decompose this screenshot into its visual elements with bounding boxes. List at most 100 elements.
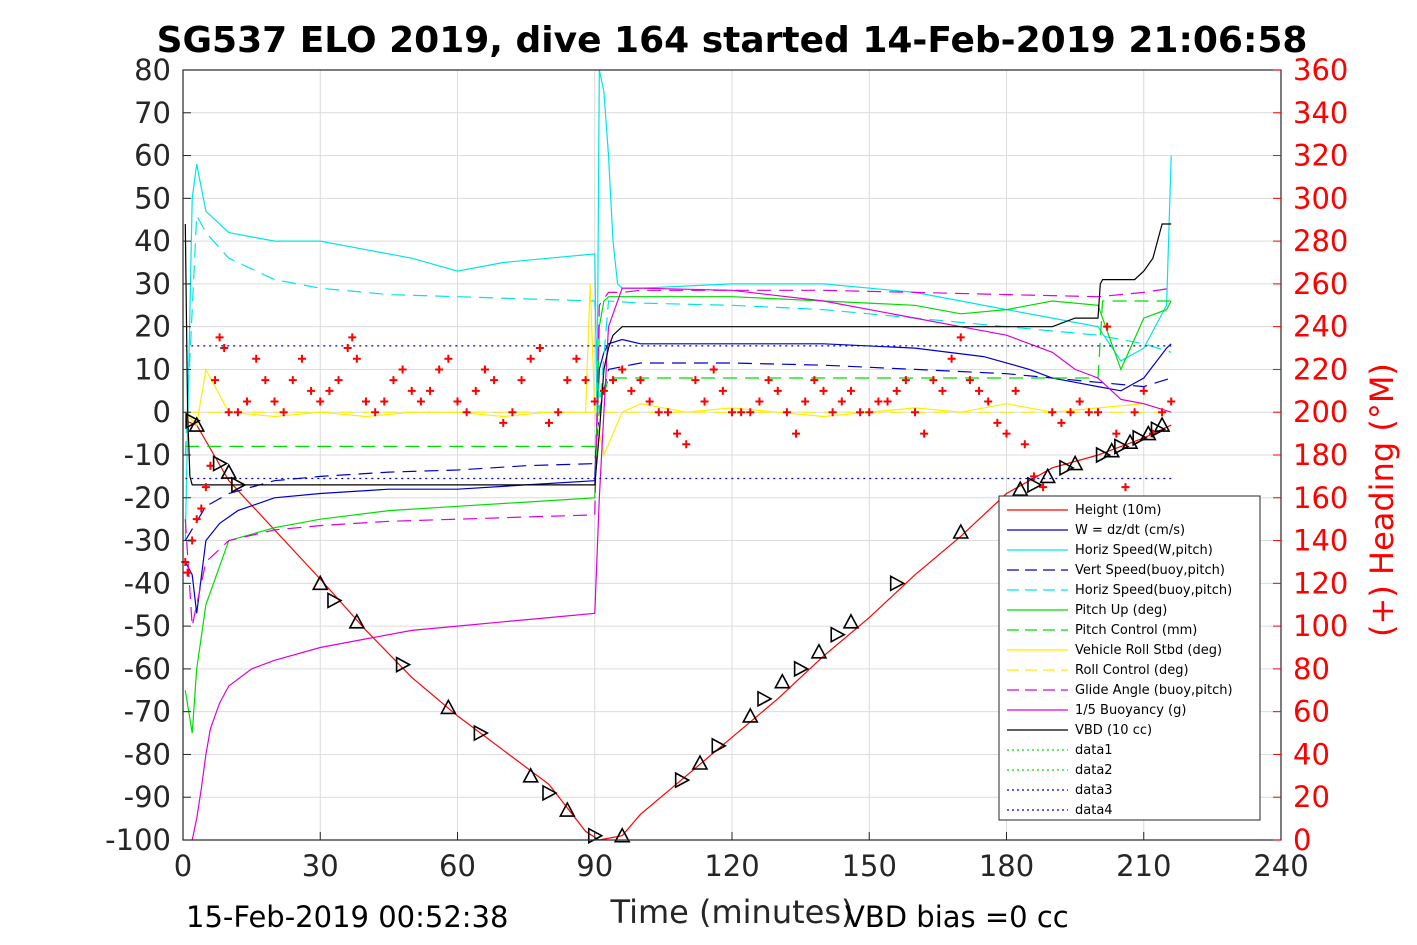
heading-point: [348, 333, 357, 342]
heading-point: [362, 397, 370, 406]
legend-label: data3: [1075, 783, 1113, 798]
legend-label: data1: [1075, 743, 1113, 758]
waypoint-marker: [558, 801, 576, 817]
heading-point: [975, 386, 984, 395]
y-right-tick-label: 160: [1293, 481, 1348, 515]
series-line-3: [184, 69, 1172, 541]
heading-point: [453, 397, 462, 406]
heading-point: [728, 408, 736, 417]
heading-point: [636, 376, 645, 385]
heading-point: [929, 376, 938, 385]
heading-point: [201, 483, 210, 492]
heading-point: [1130, 408, 1139, 417]
y-right-tick-label: 80: [1293, 652, 1330, 686]
heading-point: [581, 376, 590, 385]
heading-point: [416, 397, 425, 406]
waypoint-marker: [522, 767, 540, 783]
waypoint-marker: [231, 476, 247, 494]
heading-point: [233, 408, 242, 417]
y-right-tick-label: 280: [1293, 224, 1348, 258]
waypoint-marker: [348, 613, 366, 629]
waypoint-marker: [1114, 438, 1130, 455]
heading-point: [1121, 483, 1130, 492]
y-tick-label: -80: [124, 737, 171, 771]
heading-point: [261, 376, 270, 385]
y-tick-label: -20: [124, 481, 171, 515]
y-right-tick-label: 260: [1293, 267, 1348, 301]
heading-point: [718, 386, 727, 395]
heading-point: [426, 386, 435, 395]
heading-point: [490, 376, 499, 385]
heading-point: [782, 408, 791, 417]
heading-point: [517, 376, 526, 385]
heading-point: [471, 386, 480, 395]
heading-point: [883, 397, 892, 406]
waypoint-marker: [613, 827, 631, 843]
x-tick-label: 210: [1116, 849, 1171, 883]
heading-point: [398, 365, 407, 374]
heading-point: [220, 344, 229, 353]
waypoint-marker: [1095, 446, 1112, 464]
y-right-tick-label: 60: [1293, 695, 1330, 729]
y-tick-label: -60: [124, 652, 171, 686]
waypoint-marker: [327, 592, 343, 609]
legend-label: VBD (10 cc): [1075, 723, 1152, 738]
series-line-2: [184, 338, 1172, 614]
y-tick-label: -10: [124, 438, 171, 472]
heading-point: [801, 397, 810, 406]
heading-point: [956, 333, 965, 342]
y-right-tick-label: 360: [1293, 53, 1348, 87]
heading-point: [1002, 429, 1011, 438]
heading-point: [334, 376, 343, 385]
heading-point: [846, 386, 855, 395]
y-right-tick-label: 100: [1293, 609, 1348, 643]
heading-point: [183, 568, 192, 577]
legend-label: Horiz Speed(buoy,pitch): [1075, 583, 1232, 598]
series-line-10: [184, 287, 1172, 627]
y-right-tick-label: 240: [1293, 310, 1348, 344]
heading-point: [755, 397, 764, 406]
y-right-tick-label: 20: [1293, 780, 1330, 814]
heading-point: [700, 397, 709, 406]
y-axis-left-ticks: 80 70 60 50 40 30 20 10 0 -10 -20 -30 -40 -50 -60 -70 -8…: [105, 53, 191, 857]
waypoint-marker: [691, 754, 709, 770]
heading-point: [1094, 408, 1102, 417]
y-axis-right-label: (+) Heading (°M): [1363, 363, 1401, 637]
heading-point: [499, 418, 508, 427]
heading-point: [627, 386, 636, 395]
legend-label: Horiz Speed(W,pitch): [1075, 543, 1213, 558]
waypoint-marker: [1027, 476, 1043, 494]
heading-point: [389, 376, 398, 385]
x-tick-label: 0: [174, 849, 192, 883]
heading-point: [1039, 483, 1048, 492]
waypoint-marker: [793, 660, 810, 678]
heading-point: [773, 386, 782, 395]
x-tick-label: 240: [1253, 849, 1308, 883]
heading-point: [892, 386, 901, 395]
waypoint-marker: [542, 784, 558, 802]
legend-label: 1/5 Buoyancy (g): [1075, 703, 1186, 718]
legend-label: Pitch Control (mm): [1075, 623, 1197, 638]
waypoint-marker: [842, 613, 860, 629]
legend-label: Vert Speed(buoy,pitch): [1075, 563, 1225, 578]
heading-point: [480, 365, 489, 374]
heading-point: [535, 344, 544, 353]
heading-point: [352, 354, 361, 363]
waypoint-marker: [212, 455, 229, 472]
heading-point: [682, 440, 691, 449]
y-tick-label: -90: [124, 780, 171, 814]
y-tick-label: 50: [134, 181, 171, 215]
y-tick-label: 0: [153, 395, 171, 429]
heading-point: [1057, 418, 1066, 427]
heading-point: [1139, 386, 1148, 395]
heading-point: [938, 386, 947, 395]
y-tick-label: 20: [134, 310, 171, 344]
heading-point: [1103, 322, 1112, 331]
x-tick-label: 150: [842, 849, 897, 883]
heading-point: [316, 397, 325, 406]
legend: Height (10m) W = dz/dt (cm/s) Horiz Speed(…: [998, 495, 1261, 821]
waypoint-marker: [757, 690, 773, 708]
legend-label: Vehicle Roll Stbd (deg): [1075, 643, 1222, 658]
waypoint-marker: [830, 626, 846, 644]
heading-point: [343, 344, 352, 353]
